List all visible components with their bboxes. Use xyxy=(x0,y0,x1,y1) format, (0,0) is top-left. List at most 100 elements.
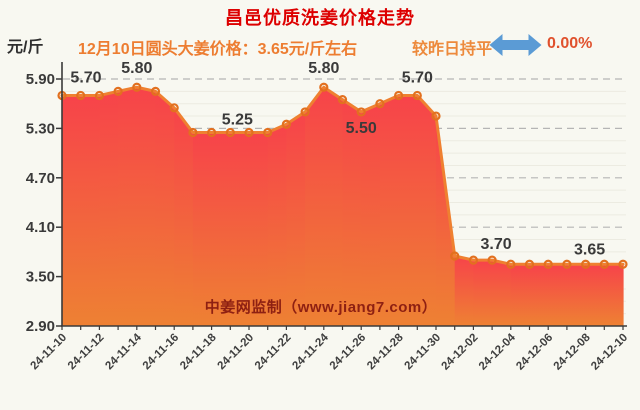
data-point-label: 5.70 xyxy=(402,69,433,86)
area-segment xyxy=(305,87,325,326)
area-segment xyxy=(473,260,493,326)
data-point-marker xyxy=(487,255,497,265)
area-segment xyxy=(323,87,344,326)
data-point-marker xyxy=(506,259,516,269)
area-segment xyxy=(192,132,213,326)
data-point-label: 3.65 xyxy=(574,241,605,258)
data-point-marker xyxy=(580,259,591,269)
data-point-label: 3.70 xyxy=(481,236,512,253)
area-segment xyxy=(529,264,549,326)
area-segment xyxy=(436,116,456,326)
y-tick-label: 3.50 xyxy=(26,269,55,286)
x-tick-label: 24-11-20 xyxy=(216,332,257,373)
y-tick-label: 5.90 xyxy=(26,71,55,88)
x-tick-label: 24-11-22 xyxy=(253,332,294,373)
x-tick-label: 24-12-08 xyxy=(552,331,593,372)
area-segment xyxy=(492,260,512,326)
data-point-marker xyxy=(562,259,572,269)
area-segment xyxy=(174,107,194,326)
change-status-label: 较昨日持平 xyxy=(412,41,493,58)
area-segment xyxy=(379,95,400,326)
area-segment xyxy=(417,95,437,326)
area-segment xyxy=(548,264,568,326)
area-segment xyxy=(361,103,381,326)
area-segment xyxy=(211,132,231,326)
x-tick-label: 24-11-18 xyxy=(178,331,219,372)
data-point-marker xyxy=(94,90,105,101)
data-point-marker xyxy=(244,127,254,138)
area-segment xyxy=(585,264,605,326)
data-point-marker xyxy=(281,119,291,129)
data-point-marker xyxy=(599,259,609,269)
data-point-label: 5.80 xyxy=(121,60,152,77)
area-segment xyxy=(155,91,175,326)
x-tick-label: 24-11-12 xyxy=(66,332,107,373)
x-tick-label: 24-12-10 xyxy=(589,332,630,373)
x-tick-label: 24-11-10 xyxy=(29,332,70,373)
area-segment xyxy=(398,95,418,326)
area-segment xyxy=(80,95,100,326)
area-segment xyxy=(454,256,474,326)
data-point-label: 5.80 xyxy=(308,60,339,77)
data-point-marker xyxy=(450,251,460,261)
watermark: 中姜网监制（www.jiang7.com） xyxy=(204,299,438,316)
x-tick-label: 24-12-04 xyxy=(477,331,518,372)
change-percent-value: 0.00% xyxy=(547,35,593,52)
data-point-marker xyxy=(300,107,310,117)
area-segment xyxy=(118,87,138,326)
data-point-marker xyxy=(263,127,273,138)
data-point-marker xyxy=(225,127,235,138)
y-tick-label: 4.10 xyxy=(26,219,55,236)
data-point-marker xyxy=(337,94,348,105)
data-point-marker xyxy=(524,259,535,269)
data-point-marker xyxy=(188,127,198,138)
data-point-marker xyxy=(150,86,161,96)
data-point-marker xyxy=(76,90,86,101)
flat-trend-arrow-icon xyxy=(489,32,542,58)
data-point-marker xyxy=(543,259,553,269)
data-point-label: 5.50 xyxy=(346,120,377,137)
x-tick-label: 24-12-06 xyxy=(514,332,555,373)
data-point-marker xyxy=(468,255,478,265)
data-point-marker xyxy=(319,82,329,92)
data-point-marker xyxy=(412,90,422,101)
data-point-marker xyxy=(169,103,179,113)
area-segment xyxy=(342,99,362,326)
data-point-marker xyxy=(431,111,441,121)
y-axis-unit-label: 元/斤 xyxy=(7,39,44,56)
data-point-marker xyxy=(113,86,123,96)
x-tick-label: 24-11-24 xyxy=(290,331,331,372)
x-tick-label: 24-12-02 xyxy=(439,332,480,373)
area-segment xyxy=(604,264,624,326)
area-segment xyxy=(267,124,287,327)
area-segment xyxy=(136,87,157,326)
area-segment xyxy=(62,95,82,326)
x-tick-label: 24-11-26 xyxy=(328,332,369,373)
area-segment xyxy=(230,132,250,326)
data-point-marker xyxy=(207,127,217,138)
data-point-marker xyxy=(618,259,628,269)
y-tick-label: 2.90 xyxy=(26,318,55,335)
data-point-label: 5.70 xyxy=(70,69,101,86)
x-tick-label: 24-11-30 xyxy=(403,332,444,373)
area-segment xyxy=(249,132,269,326)
x-tick-label: 24-11-16 xyxy=(141,332,182,373)
data-point-marker xyxy=(375,99,385,109)
x-tick-label: 24-11-14 xyxy=(103,331,144,372)
data-point-label: 5.25 xyxy=(222,112,253,129)
area-segment xyxy=(510,264,531,326)
area-segment xyxy=(566,264,587,326)
data-point-marker xyxy=(356,107,366,117)
area-segment xyxy=(286,111,306,326)
price-line xyxy=(60,85,625,266)
data-point-marker xyxy=(394,90,404,101)
page-title: 昌邑优质洗姜价格走势 xyxy=(225,8,415,28)
price-subtitle: 12月10日圆头大姜价格：3.65元/斤左右 xyxy=(78,41,358,58)
y-tick-label: 5.30 xyxy=(26,120,55,137)
area-segment xyxy=(99,91,119,326)
x-tick-label: 24-11-28 xyxy=(365,331,406,372)
y-tick-label: 4.70 xyxy=(26,170,55,187)
data-point-marker xyxy=(132,82,142,92)
